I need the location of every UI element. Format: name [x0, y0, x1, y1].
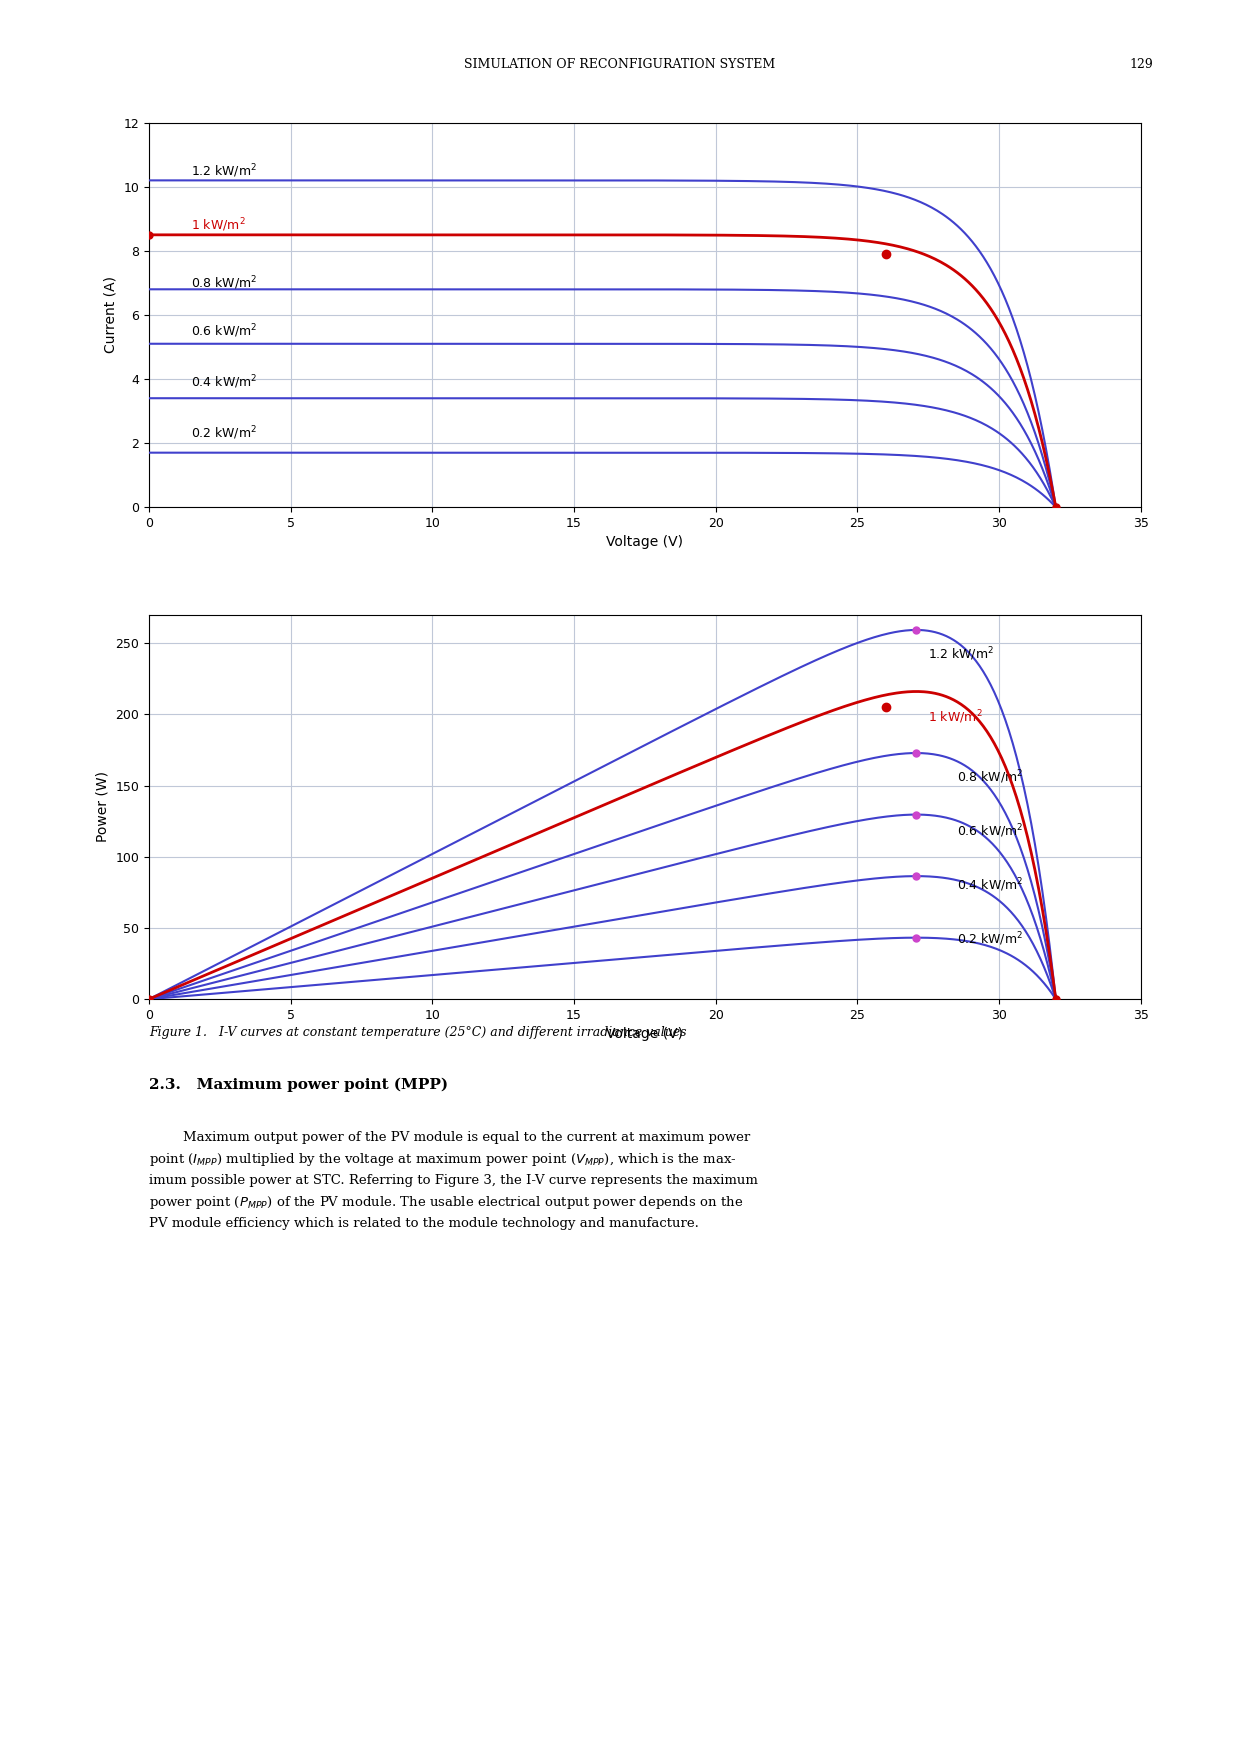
Text: 0.2 kW/m$^2$: 0.2 kW/m$^2$	[191, 424, 257, 442]
Text: 0.8 kW/m$^2$: 0.8 kW/m$^2$	[956, 768, 1023, 785]
Text: Maximum output power of the PV module is equal to the current at maximum power
p: Maximum output power of the PV module is…	[149, 1131, 758, 1231]
Text: 1 kW/m$^2$: 1 kW/m$^2$	[929, 708, 983, 726]
Text: 0.6 kW/m$^2$: 0.6 kW/m$^2$	[956, 822, 1023, 840]
Text: SIMULATION OF RECONFIGURATION SYSTEM: SIMULATION OF RECONFIGURATION SYSTEM	[464, 58, 776, 70]
Text: 0.8 kW/m$^2$: 0.8 kW/m$^2$	[191, 273, 258, 291]
Text: 0.2 kW/m$^2$: 0.2 kW/m$^2$	[956, 931, 1023, 948]
Y-axis label: Power (W): Power (W)	[95, 771, 109, 843]
Text: Figure 1.   I-V curves at constant temperature (25°C) and different irradiance v: Figure 1. I-V curves at constant tempera…	[149, 1026, 686, 1038]
X-axis label: Voltage (V): Voltage (V)	[606, 535, 683, 549]
Text: 1.2 kW/m$^2$: 1.2 kW/m$^2$	[191, 161, 257, 179]
Text: 0.4 kW/m$^2$: 0.4 kW/m$^2$	[956, 876, 1023, 894]
Text: 0.4 kW/m$^2$: 0.4 kW/m$^2$	[191, 373, 258, 391]
Y-axis label: Current (A): Current (A)	[104, 277, 118, 354]
Text: 2.3.   Maximum power point (MPP): 2.3. Maximum power point (MPP)	[149, 1078, 448, 1092]
X-axis label: Voltage (V): Voltage (V)	[606, 1027, 683, 1041]
Text: 1.2 kW/m$^2$: 1.2 kW/m$^2$	[929, 645, 994, 663]
Text: 0.6 kW/m$^2$: 0.6 kW/m$^2$	[191, 323, 258, 340]
Text: 129: 129	[1130, 58, 1153, 70]
Text: 1 kW/m$^2$: 1 kW/m$^2$	[191, 216, 246, 233]
